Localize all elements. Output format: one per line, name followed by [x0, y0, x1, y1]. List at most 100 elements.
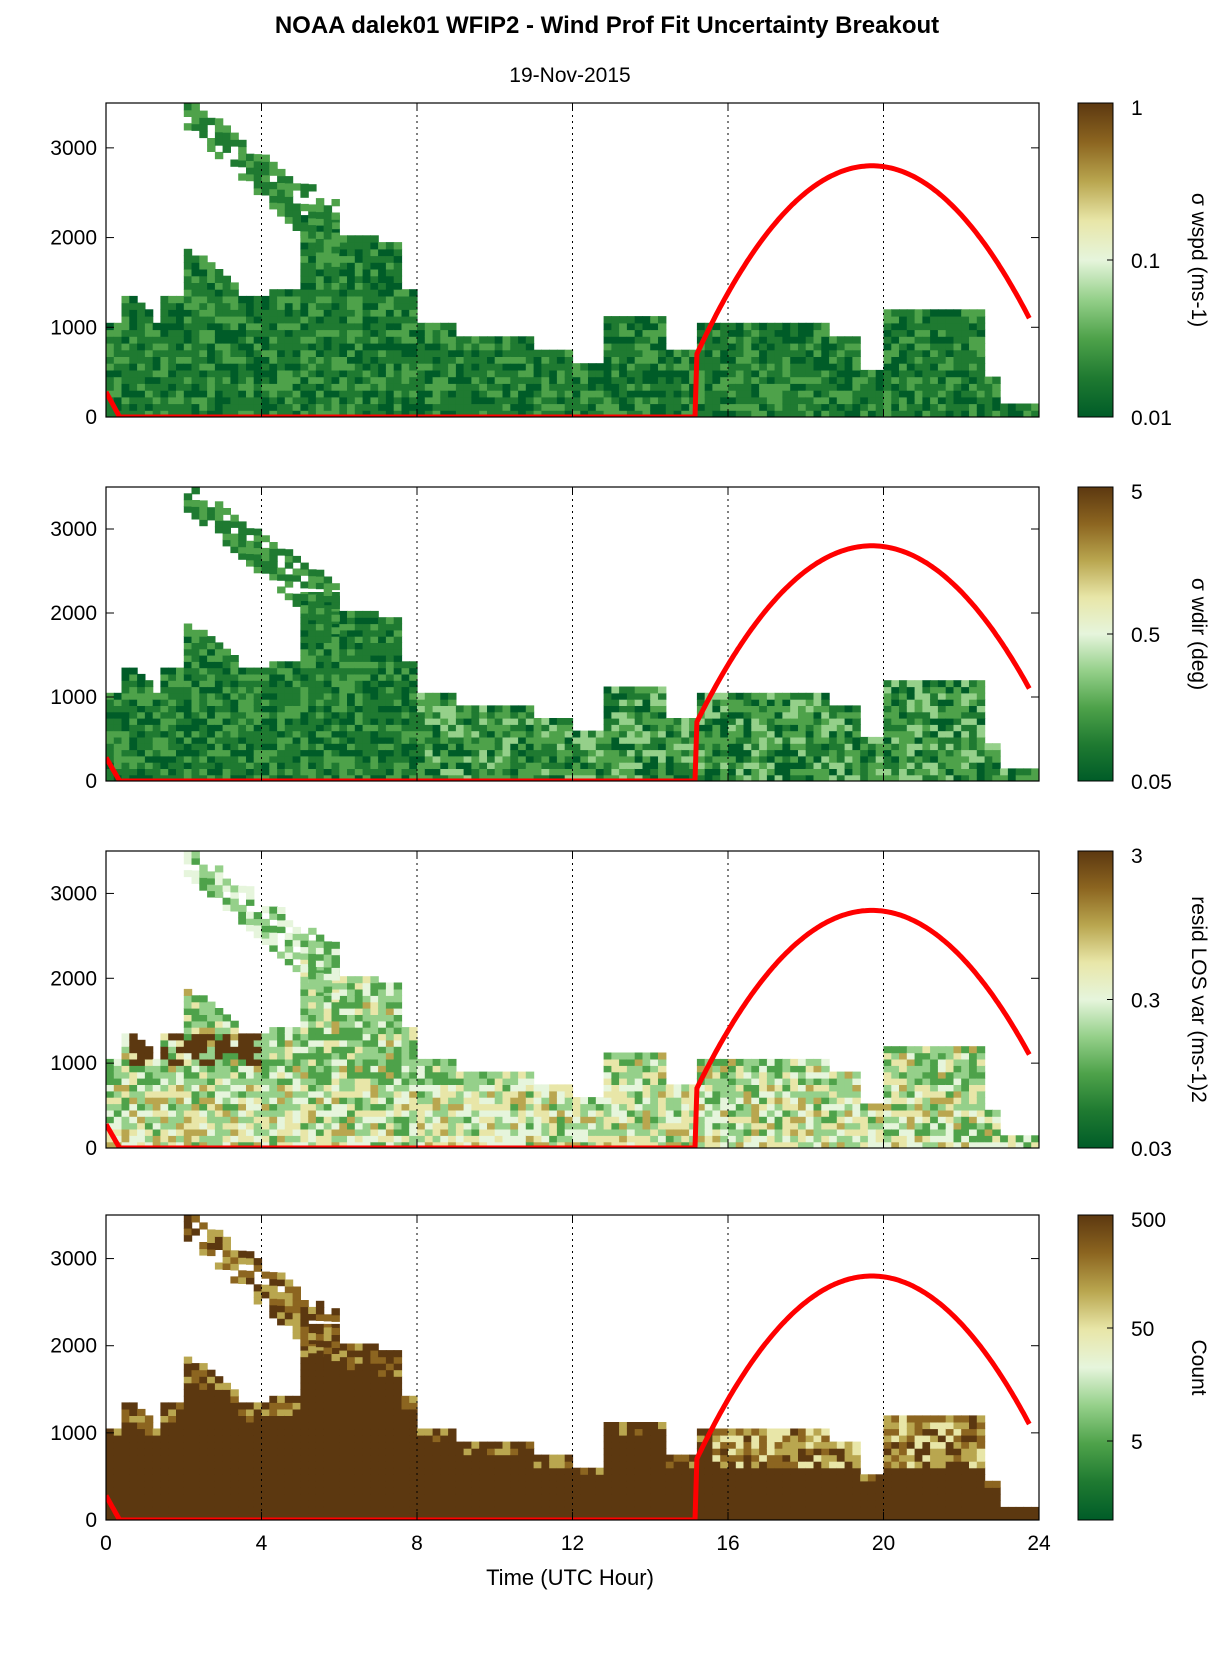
heatmap-cell: [323, 610, 333, 618]
heatmap-cell: [315, 661, 325, 669]
heatmap-cell: [448, 369, 457, 378]
heatmap-cell: [238, 762, 247, 769]
heatmap-cell: [642, 316, 651, 324]
heatmap-cell: [961, 711, 970, 719]
heatmap-cell: [261, 755, 270, 763]
heatmap-cell: [790, 730, 799, 738]
heatmap-cell: [424, 1065, 434, 1073]
heatmap-cell: [409, 724, 418, 732]
heatmap-cell: [339, 1058, 348, 1066]
heatmap-cell: [479, 376, 488, 384]
heatmap-cell: [378, 774, 387, 781]
heatmap-cell: [284, 749, 294, 757]
heatmap-cell: [424, 743, 434, 751]
heatmap-cell: [673, 356, 682, 364]
heatmap-cell: [588, 390, 597, 398]
heatmap-cell: [883, 316, 892, 324]
heatmap-cell: [681, 718, 690, 725]
heatmap-cell: [409, 1116, 418, 1124]
heatmap-cell: [774, 762, 783, 769]
heatmap-cell: [191, 1141, 200, 1148]
heatmap-cell: [782, 699, 791, 706]
heatmap-cell: [238, 711, 247, 719]
heatmap-cell: [829, 755, 838, 763]
heatmap-cell: [378, 686, 387, 694]
heatmap-cell: [183, 295, 193, 304]
heatmap-cell: [603, 349, 612, 357]
heatmap-cell: [261, 1141, 270, 1148]
heatmap-cell: [362, 349, 371, 357]
heatmap-cell: [323, 648, 333, 656]
heatmap-cell: [930, 396, 939, 405]
heatmap-cell: [650, 363, 659, 371]
heatmap-cell: [144, 724, 154, 732]
heatmap-cell: [852, 390, 861, 398]
heatmap-cell: [564, 390, 574, 398]
heatmap-cell: [277, 309, 286, 317]
heatmap-cell: [113, 1084, 123, 1092]
heatmap-cell: [518, 336, 527, 344]
heatmap-cell: [774, 390, 783, 398]
heatmap-cell: [852, 711, 861, 719]
heatmap-cell: [487, 410, 496, 417]
heatmap-cell: [891, 316, 900, 324]
heatmap-cell: [463, 1084, 472, 1092]
heatmap-cell: [230, 369, 239, 378]
heatmap-cell: [883, 410, 892, 417]
heatmap-cell: [261, 181, 270, 189]
heatmap-cell: [339, 749, 348, 757]
heatmap-cell: [183, 673, 193, 681]
heatmap-cell: [976, 403, 986, 411]
heatmap-cell: [331, 212, 340, 220]
heatmap-cell: [370, 988, 379, 996]
heatmap-cell: [401, 661, 410, 669]
heatmap-cell: [455, 356, 465, 364]
heatmap-cell: [222, 1065, 231, 1073]
heatmap-cell: [160, 1033, 169, 1041]
heatmap-cell: [121, 774, 130, 781]
heatmap-cell: [230, 316, 239, 324]
heatmap-cell: [277, 567, 286, 575]
heatmap-cell: [370, 275, 379, 283]
heatmap-cell: [665, 718, 675, 725]
heatmap-cell: [401, 329, 410, 337]
heatmap-cell: [199, 369, 208, 378]
heatmap-cell: [790, 369, 799, 378]
heatmap-cell: [370, 329, 379, 337]
heatmap-cell: [961, 692, 970, 700]
heatmap-cell: [494, 730, 504, 738]
heatmap-cell: [331, 749, 340, 757]
heatmap-cell: [331, 232, 340, 240]
heatmap-cell: [222, 1116, 231, 1124]
heatmap-cell: [424, 1097, 434, 1105]
heatmap-cell: [277, 730, 286, 738]
heatmap-cell: [969, 376, 978, 384]
heatmap-cell: [362, 623, 371, 631]
heatmap-cell: [634, 336, 644, 344]
heatmap-cell: [300, 1001, 309, 1009]
heatmap-cell: [214, 131, 224, 139]
heatmap-cell: [595, 383, 605, 391]
heatmap-cell: [432, 1084, 441, 1092]
heatmap-cell: [883, 768, 892, 776]
heatmap-cell: [370, 762, 379, 769]
heatmap-cell: [176, 686, 185, 694]
heatmap-cell: [704, 774, 714, 781]
heatmap-cell: [191, 1078, 200, 1085]
heatmap-cell: [424, 718, 434, 725]
heatmap-cell: [417, 336, 426, 344]
heatmap-cell: [277, 1116, 286, 1124]
heatmap-cell: [899, 692, 908, 700]
heatmap-cell: [455, 1141, 465, 1148]
heatmap-cell: [191, 629, 200, 637]
heatmap-cell: [269, 768, 278, 776]
heatmap-cell: [471, 718, 480, 725]
heatmap-cell: [945, 755, 955, 763]
heatmap-cell: [129, 1122, 138, 1130]
heatmap-cell: [891, 403, 900, 411]
heatmap-cell: [354, 1084, 364, 1092]
heatmap-cell: [448, 1097, 457, 1105]
heatmap-cell: [720, 762, 729, 769]
heatmap-cell: [113, 730, 123, 738]
heatmap-cell: [696, 730, 706, 738]
